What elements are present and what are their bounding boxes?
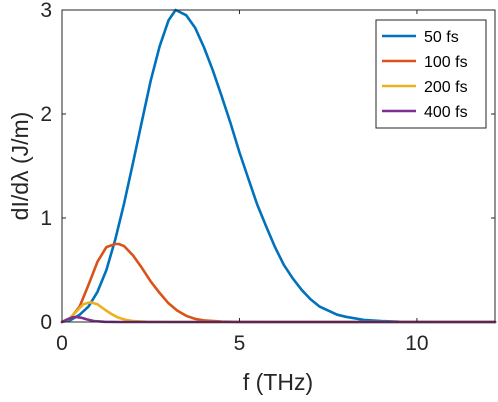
legend-label-1: 50 fs: [424, 29, 459, 46]
legend-label-3: 200 fs: [424, 79, 468, 96]
x-tick-label: 10: [405, 332, 428, 355]
x-axis-title: f (THz): [243, 369, 313, 395]
legend: 50 fs 100 fs 200 fs 400 fs: [375, 19, 487, 129]
y-axis-title: dI/dλ (J/m): [7, 112, 33, 221]
legend-label-4: 400 fs: [424, 104, 468, 121]
x-tick-label: 5: [234, 332, 246, 355]
x-tick-label: 0: [56, 332, 68, 355]
y-tick-label: 2: [40, 103, 52, 126]
axes: [61, 9, 496, 323]
plot-area: [60, 8, 497, 324]
axes-box: [61, 9, 496, 323]
legend-label-2: 100 fs: [424, 54, 468, 71]
y-tick-label: 1: [40, 207, 52, 230]
tick-labels: 0 5 10 0 1 2 3: [40, 0, 428, 355]
series-line-1: [60, 8, 497, 324]
y-tick-label: 0: [40, 311, 52, 334]
y-tick-label: 3: [40, 0, 52, 22]
